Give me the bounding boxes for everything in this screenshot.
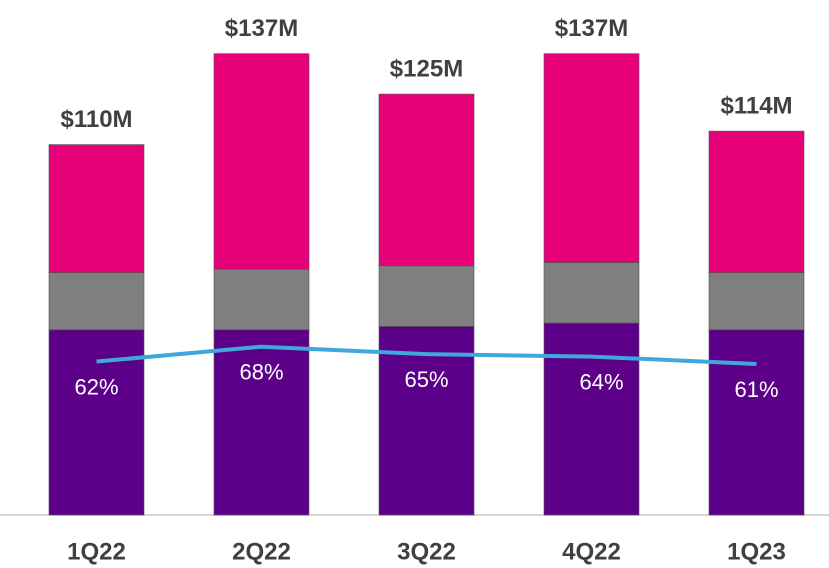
total-label: $137M xyxy=(555,15,628,42)
bar-segment xyxy=(378,326,475,516)
x-tick-label: 3Q22 xyxy=(397,538,456,565)
total-label: $125M xyxy=(390,55,463,82)
bar-segment xyxy=(708,272,805,331)
x-tick-label: 2Q22 xyxy=(232,538,291,565)
bar-segment xyxy=(213,329,310,516)
line-value-label: 62% xyxy=(74,374,118,399)
line-value-label: 68% xyxy=(239,360,283,385)
bar-segment xyxy=(708,329,805,516)
bar-segment xyxy=(213,268,310,331)
bar-segment xyxy=(708,130,805,273)
line-value-label: 65% xyxy=(404,367,448,392)
line-value-label: 64% xyxy=(579,369,623,394)
margin-line xyxy=(96,344,757,367)
line-value-label: 61% xyxy=(734,377,778,402)
bar-segment xyxy=(213,53,310,270)
bar-segment xyxy=(48,272,145,331)
bar-segment xyxy=(378,93,475,267)
bar-segment xyxy=(378,265,475,327)
bar-segment xyxy=(48,144,145,273)
bar-segment xyxy=(543,262,640,324)
x-tick-label: 1Q22 xyxy=(67,538,126,565)
total-label: $114M xyxy=(720,92,792,119)
total-label: $137M xyxy=(225,15,298,42)
bar-segment xyxy=(543,53,640,263)
total-label: $110M xyxy=(60,106,132,133)
bar-segment xyxy=(543,322,640,516)
x-tick-label: 1Q23 xyxy=(727,538,786,565)
x-tick-label: 4Q22 xyxy=(562,538,621,565)
